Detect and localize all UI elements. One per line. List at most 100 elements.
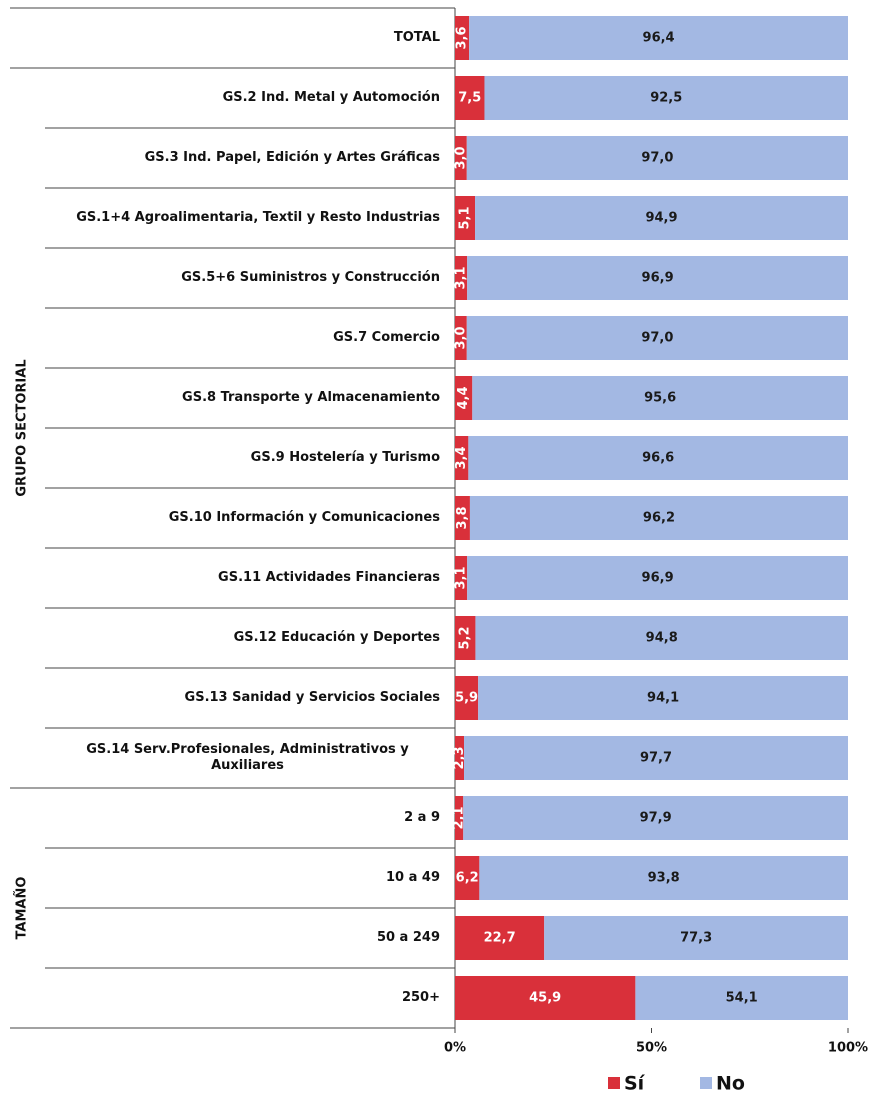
bar-segment xyxy=(544,916,848,960)
value-label: 94,1 xyxy=(647,691,679,706)
category-label: 50 a 249 xyxy=(55,908,440,968)
value-label: 5,9 xyxy=(455,691,478,706)
value-label: 3,4 xyxy=(454,446,469,469)
category-label: GS.12 Educación y Deportes xyxy=(55,608,440,668)
bar-segment xyxy=(469,496,848,540)
bar-segment xyxy=(468,436,848,480)
x-tick-label: 50% xyxy=(636,1041,667,1056)
value-label: 96,6 xyxy=(642,451,674,466)
bar-segment xyxy=(455,136,467,180)
bar-segment xyxy=(455,376,473,420)
bar-segment xyxy=(455,976,636,1020)
value-label: 96,4 xyxy=(643,31,675,46)
legend-swatch xyxy=(700,1077,712,1089)
category-text: GS.14 Serv.Profesionales, Administrativo… xyxy=(86,742,409,773)
value-label: 6,2 xyxy=(456,871,479,886)
value-label: 3,1 xyxy=(454,566,469,589)
value-label: 93,8 xyxy=(648,871,680,886)
category-text: GS.13 Sanidad y Servicios Sociales xyxy=(184,690,440,705)
bar-segment xyxy=(455,556,468,600)
legend-swatch xyxy=(608,1077,620,1089)
bar-segment xyxy=(455,616,476,660)
value-label: 5,2 xyxy=(458,626,473,649)
bar-segment xyxy=(469,16,848,60)
category-label: GS.11 Actividades Financieras xyxy=(55,548,440,608)
bar-segment xyxy=(455,916,545,960)
bar-segment xyxy=(464,736,848,780)
category-label: GS.9 Hostelería y Turismo xyxy=(55,428,440,488)
value-label: 3,1 xyxy=(454,266,469,289)
bar-segment xyxy=(455,496,470,540)
bar-segment xyxy=(484,76,848,120)
category-text: GS.9 Hostelería y Turismo xyxy=(250,450,440,465)
legend-label: Sí xyxy=(624,1073,646,1094)
category-text: 250+ xyxy=(401,990,440,1005)
bar-segment xyxy=(455,76,485,120)
value-label: 5,1 xyxy=(458,206,473,229)
category-text: GS.1+4 Agroalimentaria, Textil y Resto I… xyxy=(76,210,440,225)
category-text: GS.7 Comercio xyxy=(333,330,440,345)
bar-segment xyxy=(455,676,479,720)
value-label: 92,5 xyxy=(650,91,682,106)
value-label: 97,7 xyxy=(640,751,672,766)
value-label: 95,6 xyxy=(644,391,676,406)
category-label: 10 a 49 xyxy=(55,848,440,908)
category-text: TOTAL xyxy=(393,30,440,45)
category-label: GS.1+4 Agroalimentaria, Textil y Resto I… xyxy=(55,188,440,248)
bar-segment xyxy=(467,556,848,600)
value-label: 96,2 xyxy=(643,511,675,526)
x-tick-label: 100% xyxy=(828,1041,868,1056)
value-label: 97,0 xyxy=(641,151,673,166)
bar-segment xyxy=(455,796,464,840)
bar-segment xyxy=(455,16,470,60)
category-text: GS.10 Información y Comunicaciones xyxy=(168,510,440,525)
category-label: GS.7 Comercio xyxy=(55,308,440,368)
bar-segment xyxy=(466,136,848,180)
bar-segment xyxy=(635,976,848,1020)
category-label: GS.8 Transporte y Almacenamiento xyxy=(55,368,440,428)
category-text: GS.5+6 Suministros y Construcción xyxy=(181,270,440,285)
value-label: 3,0 xyxy=(453,326,468,349)
value-label: 97,0 xyxy=(641,331,673,346)
value-label: 94,9 xyxy=(645,211,677,226)
category-text: 2 a 9 xyxy=(404,810,440,825)
value-label: 3,6 xyxy=(455,26,470,49)
bar-segment xyxy=(467,256,848,300)
value-label: 3,0 xyxy=(453,146,468,169)
value-label: 96,9 xyxy=(642,271,674,286)
value-label: 45,9 xyxy=(529,991,561,1006)
category-label: GS.10 Información y Comunicaciones xyxy=(55,488,440,548)
bar-segment xyxy=(455,316,467,360)
value-label: 3,8 xyxy=(455,506,470,529)
value-label: 94,8 xyxy=(646,631,678,646)
category-label: TOTAL xyxy=(55,8,440,68)
value-label: 77,3 xyxy=(680,931,712,946)
value-label: 22,7 xyxy=(484,931,516,946)
category-text: GS.11 Actividades Financieras xyxy=(218,570,440,585)
value-label: 2,3 xyxy=(452,746,467,769)
bar-segment xyxy=(455,436,469,480)
category-label: 250+ xyxy=(55,968,440,1028)
bar-segment xyxy=(475,616,848,660)
value-label: 4,4 xyxy=(456,386,471,409)
category-label: GS.2 Ind. Metal y Automoción xyxy=(55,68,440,128)
category-text: GS.2 Ind. Metal y Automoción xyxy=(222,90,440,105)
bar-segment xyxy=(466,316,848,360)
category-label: GS.5+6 Suministros y Construcción xyxy=(55,248,440,308)
category-label: GS.3 Ind. Papel, Edición y Artes Gráfica… xyxy=(55,128,440,188)
value-label: 97,9 xyxy=(640,811,672,826)
bar-segment xyxy=(475,196,848,240)
bar-segment xyxy=(463,796,848,840)
bar-segment xyxy=(472,376,848,420)
category-label: GS.14 Serv.Profesionales, Administrativo… xyxy=(55,728,440,788)
bar-segment xyxy=(455,196,476,240)
bar-segment xyxy=(479,856,848,900)
category-label: 2 a 9 xyxy=(55,788,440,848)
bar-segment xyxy=(478,676,848,720)
category-text: GS.8 Transporte y Almacenamiento xyxy=(182,390,440,405)
category-text: 50 a 249 xyxy=(376,930,440,945)
value-label: 2,1 xyxy=(452,806,467,829)
category-text: GS.3 Ind. Papel, Edición y Artes Gráfica… xyxy=(144,150,440,165)
